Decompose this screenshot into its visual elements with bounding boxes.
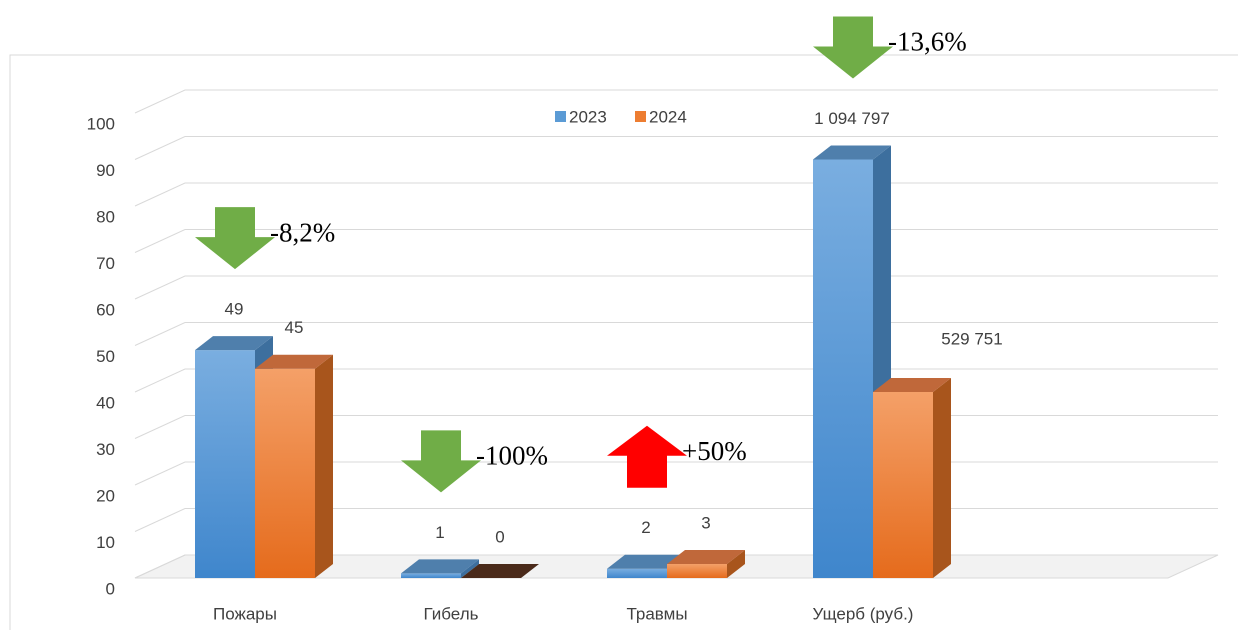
change-arrow — [195, 207, 275, 270]
annotation: -8,2% — [270, 217, 335, 247]
bar — [401, 559, 479, 578]
data-label: 3 — [701, 514, 710, 533]
bar — [255, 354, 333, 578]
y-tick-label: 50 — [96, 347, 115, 366]
legend-swatch — [555, 111, 566, 122]
data-label: 1 — [435, 523, 444, 542]
change-arrow — [813, 16, 893, 79]
grid-line — [134, 182, 1218, 207]
y-tick-label: 90 — [96, 161, 115, 180]
data-label: 1 094 797 — [814, 109, 890, 128]
data-label: 0 — [495, 527, 504, 546]
y-tick-label: 30 — [96, 440, 115, 459]
y-tick-label: 60 — [96, 300, 115, 319]
x-tick-label: Травмы — [626, 604, 687, 623]
bar — [667, 550, 745, 578]
x-tick-label: Ущерб (руб.) — [813, 604, 914, 623]
grid-line — [134, 89, 1218, 114]
y-tick-label: 100 — [87, 114, 115, 133]
data-label: 529 751 — [941, 329, 1002, 348]
y-tick-label: 40 — [96, 393, 115, 412]
grid-line — [134, 275, 1218, 300]
data-label: 45 — [285, 318, 304, 337]
change-arrow — [607, 425, 687, 488]
y-tick-label: 20 — [96, 486, 115, 505]
y-tick-label: 10 — [96, 533, 115, 552]
change-arrow — [401, 430, 481, 493]
y-tick-label: 80 — [96, 207, 115, 226]
annotation: -100% — [476, 441, 548, 471]
bar — [461, 564, 539, 578]
bar — [873, 378, 951, 578]
legend-label: 2024 — [649, 107, 687, 126]
grid-line — [134, 136, 1218, 160]
y-tick-label: 70 — [96, 254, 115, 273]
legend-swatch — [635, 111, 646, 122]
legend-label: 2023 — [569, 107, 607, 126]
y-tick-label: 0 — [106, 579, 115, 598]
x-tick-label: Гибель — [424, 604, 479, 623]
data-label: 2 — [641, 518, 650, 537]
data-label: 49 — [225, 300, 244, 319]
x-tick-label: Пожары — [213, 604, 277, 623]
frame — [9, 54, 1238, 630]
annotation: +50% — [682, 436, 747, 466]
annotation: -13,6% — [888, 27, 967, 57]
